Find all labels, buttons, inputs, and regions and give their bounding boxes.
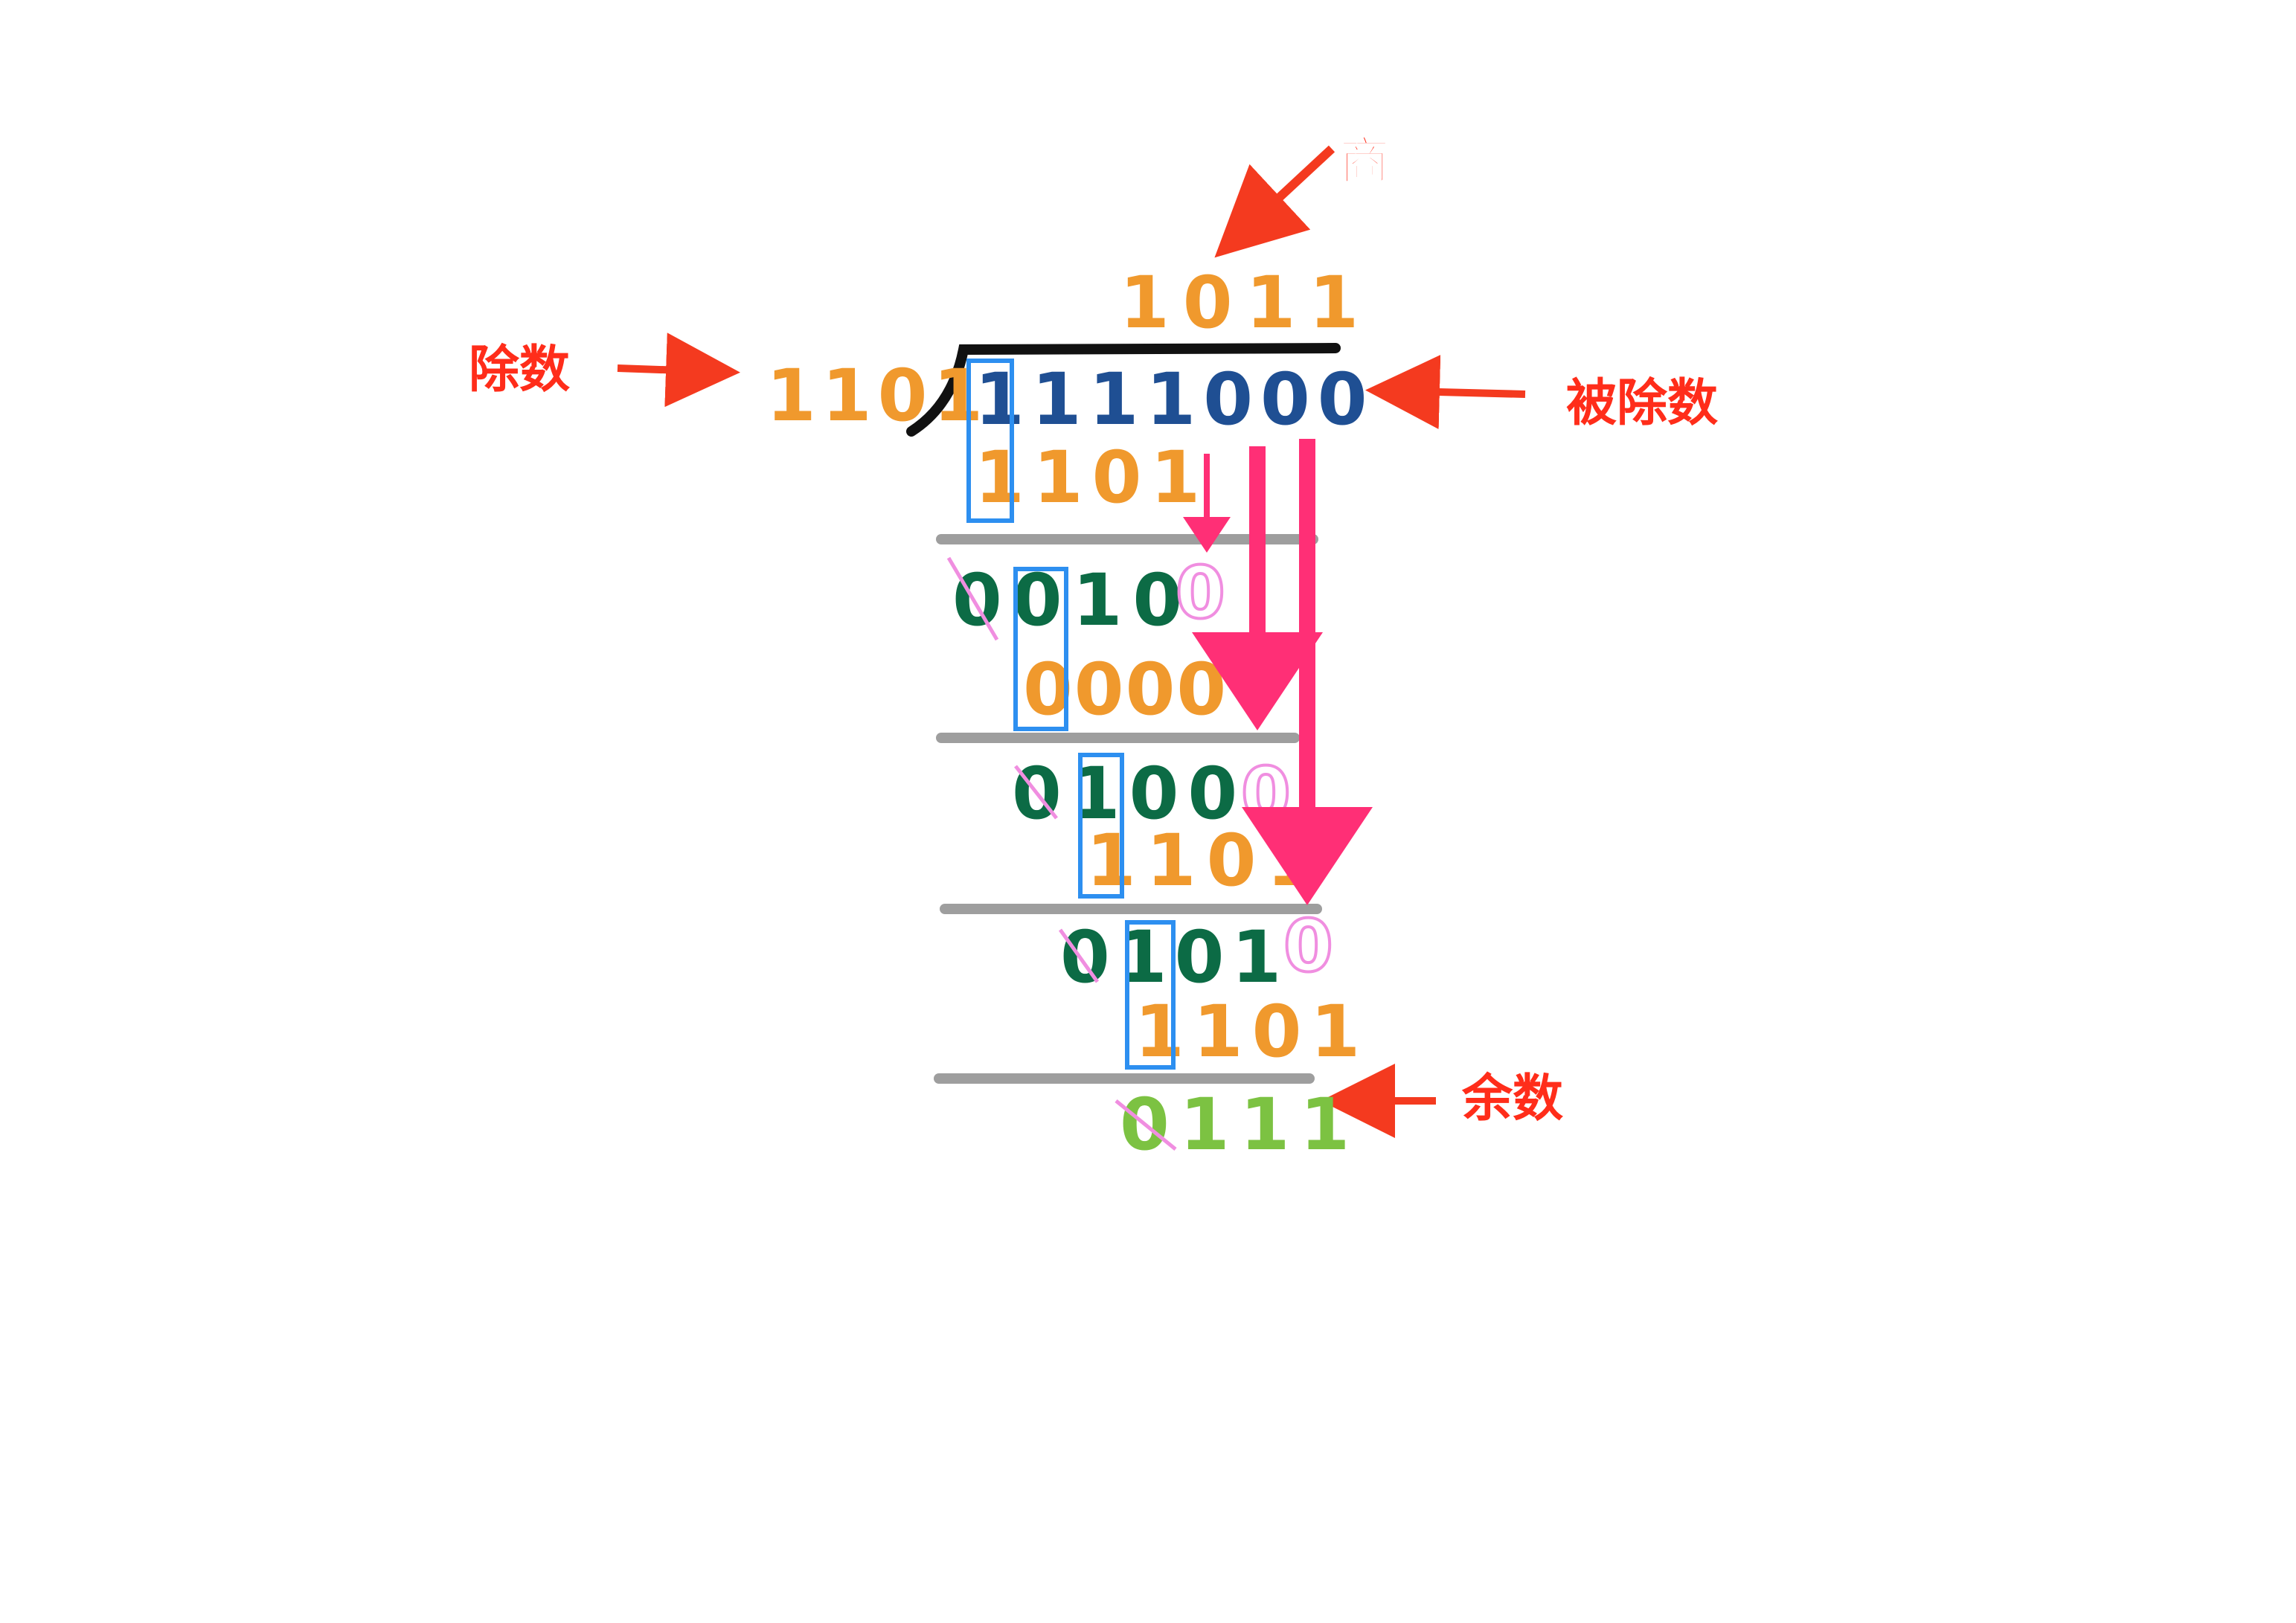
step-4-subtrahend: 1101 [1135,990,1369,1073]
quotient-digits: 1011 [1120,261,1372,344]
step-4-carried-digit: 0 [1283,904,1333,988]
step-2-strike [946,556,999,641]
step-1-highlight-box [966,359,1014,523]
dividend-arrow [1365,355,1526,430]
divisor-label: 除数 [469,341,570,399]
remainder-strike [1115,1099,1177,1151]
step-4-strike [1058,928,1100,983]
quotient-label: 商 [1339,132,1390,191]
step-2-carried-digit: 0 [1176,551,1225,634]
division-bracket [906,343,1341,437]
divisor-arrow [617,332,740,408]
quotient-arrow [1214,145,1335,258]
step-2-partial: 0010 [952,559,1193,642]
step-2-subtrahend: 0000 [1023,648,1228,731]
remainder-digits: 0111 [1120,1083,1360,1166]
step-4-highlight-box [1125,920,1176,1070]
dividend-label: 被除数 [1566,374,1718,433]
step-3-highlight-box [1078,753,1124,899]
step-2-highlight-box [1013,567,1068,731]
step-4-partial: 0101 [1060,916,1289,999]
step-3-strike [1014,765,1058,820]
dividend-digits: 1111000 [975,358,1375,441]
divisor-digits: 1101 [766,354,989,437]
remainder-label: 余数 [1461,1070,1563,1128]
step-3-partial: 0100 [1012,752,1246,835]
